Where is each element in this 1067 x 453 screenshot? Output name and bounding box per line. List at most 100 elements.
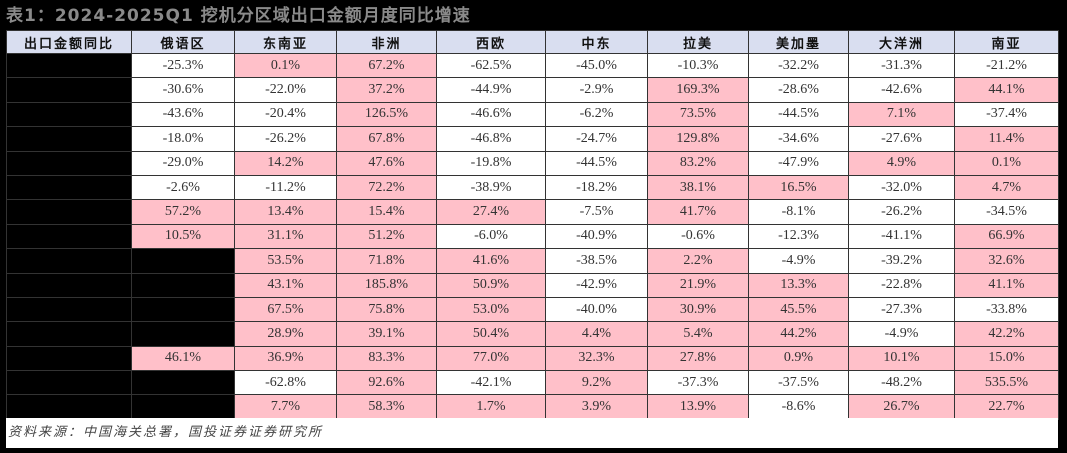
value-cell: -33.8% [954, 296, 1059, 323]
value-cell: 71.8% [336, 248, 437, 274]
value-cell: 26.7% [848, 394, 955, 420]
row-label-cell [6, 394, 132, 420]
table-row: -43.6% -20.4% 126.5% -46.6% -6.2% 73.5% -44.5%… [6, 101, 1059, 128]
value-cell: -22.8% [848, 272, 955, 298]
row-label-cell [6, 248, 132, 274]
value-cell: -8.6% [748, 394, 849, 420]
value-cell: 32.6% [954, 248, 1059, 274]
value-cell: 45.5% [748, 296, 849, 323]
table-row: 46.1% 36.9% 83.3% 77.0% 32.3% 27.8% 0.9% 10.1% 1… [6, 345, 1059, 372]
table-row: 57.2% 13.4% 15.4% 27.4% -7.5% 41.7% -8.1% -26.2… [6, 199, 1059, 225]
value-cell: 57.2% [131, 199, 235, 225]
value-cell: -37.5% [748, 370, 849, 396]
value-cell: -4.9% [748, 248, 849, 274]
value-cell: 185.8% [336, 272, 437, 298]
value-cell: -10.3% [647, 52, 749, 79]
value-cell: 27.4% [436, 199, 546, 225]
value-cell: 77.0% [436, 345, 546, 372]
value-cell: 13.3% [748, 272, 849, 298]
value-cell: -31.3% [848, 52, 955, 79]
row-label-cell [6, 223, 132, 250]
value-cell: 41.7% [647, 199, 749, 225]
value-cell: 37.2% [336, 77, 437, 103]
table-body: -25.3% 0.1% 67.2% -62.5% -45.0% -10.3% -32.2% -… [6, 52, 1059, 420]
table-row: 53.5% 71.8% 41.6% -38.5% 2.2% -4.9% -39.2% 32.6… [6, 248, 1059, 274]
value-cell: -48.2% [848, 370, 955, 396]
value-cell: -32.0% [848, 174, 955, 201]
table-row: 43.1% 185.8% 50.9% -42.9% 21.9% 13.3% -22.8% 41… [6, 272, 1059, 298]
value-cell: 13.4% [234, 199, 337, 225]
value-cell: 83.2% [647, 150, 749, 176]
table-row: -18.0% -26.2% 67.8% -46.8% -24.7% 129.8% -34.6… [6, 126, 1059, 152]
value-cell [131, 248, 235, 274]
value-cell: -26.2% [234, 126, 337, 152]
table-title: 表1：2024-2025Q1 挖机分区域出口金额月度同比增速 [6, 6, 471, 26]
value-cell: -6.0% [436, 223, 546, 250]
value-cell: 9.2% [545, 370, 648, 396]
row-label-cell [6, 321, 132, 347]
value-cell: -38.5% [545, 248, 648, 274]
row-label-cell [6, 126, 132, 152]
value-cell: 39.1% [336, 321, 437, 347]
value-cell: -27.6% [848, 126, 955, 152]
table-row: 7.7% 58.3% 1.7% 3.9% 13.9% -8.6% 26.7% 22.7% [6, 394, 1059, 420]
value-cell: 15.4% [336, 199, 437, 225]
row-label-cell [6, 150, 132, 176]
value-cell: -4.9% [848, 321, 955, 347]
value-cell [131, 296, 235, 323]
value-cell: 83.3% [336, 345, 437, 372]
value-cell: -42.6% [848, 77, 955, 103]
value-cell: -34.6% [748, 126, 849, 152]
value-cell: 38.1% [647, 174, 749, 201]
value-cell: 10.1% [848, 345, 955, 372]
value-cell: 53.0% [436, 296, 546, 323]
value-cell: 67.8% [336, 126, 437, 152]
value-cell: -40.0% [545, 296, 648, 323]
row-label-cell [6, 52, 132, 79]
value-cell: -18.0% [131, 126, 235, 152]
value-cell: 41.6% [436, 248, 546, 274]
value-cell: 7.1% [848, 101, 955, 128]
table-row: -30.6% -22.0% 37.2% -44.9% -2.9% 169.3% -28.6%… [6, 77, 1059, 103]
value-cell: -41.1% [848, 223, 955, 250]
value-cell: 72.2% [336, 174, 437, 201]
value-cell: 11.4% [954, 126, 1059, 152]
table-row: 67.5% 75.8% 53.0% -40.0% 30.9% 45.5% -27.3% -33… [6, 296, 1059, 323]
value-cell: 67.2% [336, 52, 437, 79]
column-header: 大洋洲 [848, 30, 955, 54]
value-cell: 10.5% [131, 223, 235, 250]
value-cell: 3.9% [545, 394, 648, 420]
value-cell: 4.9% [848, 150, 955, 176]
value-cell: 1.7% [436, 394, 546, 420]
value-cell: 0.1% [954, 150, 1059, 176]
row-header-label: 出口金额同比 [6, 30, 132, 54]
value-cell: 0.1% [234, 52, 337, 79]
column-header: 拉美 [647, 30, 749, 54]
value-cell: 4.4% [545, 321, 648, 347]
value-cell: -7.5% [545, 199, 648, 225]
value-cell [131, 394, 235, 420]
value-cell: 66.9% [954, 223, 1059, 250]
value-cell: -44.9% [436, 77, 546, 103]
value-cell: -45.0% [545, 52, 648, 79]
table-row: -2.6% -11.2% 72.2% -38.9% -18.2% 38.1% 16.5% -3… [6, 174, 1059, 201]
value-cell: -32.2% [748, 52, 849, 79]
table-row: 10.5% 31.1% 51.2% -6.0% -40.9% -0.6% -12.3% -41… [6, 223, 1059, 250]
value-cell: 92.6% [336, 370, 437, 396]
value-cell: 44.2% [748, 321, 849, 347]
value-cell: -21.2% [954, 52, 1059, 79]
value-cell: 53.5% [234, 248, 337, 274]
value-cell: 129.8% [647, 126, 749, 152]
value-cell: 58.3% [336, 394, 437, 420]
value-cell: -46.8% [436, 126, 546, 152]
value-cell: 73.5% [647, 101, 749, 128]
value-cell [131, 370, 235, 396]
value-cell: 169.3% [647, 77, 749, 103]
table-row: 28.9% 39.1% 50.4% 4.4% 5.4% 44.2% -4.9% 42.2% [6, 321, 1059, 347]
value-cell: -29.0% [131, 150, 235, 176]
table-row: -25.3% 0.1% 67.2% -62.5% -45.0% -10.3% -32.2% -… [6, 52, 1059, 79]
value-cell: -28.6% [748, 77, 849, 103]
value-cell: -62.5% [436, 52, 546, 79]
column-header: 西欧 [436, 30, 546, 54]
value-cell: 32.3% [545, 345, 648, 372]
